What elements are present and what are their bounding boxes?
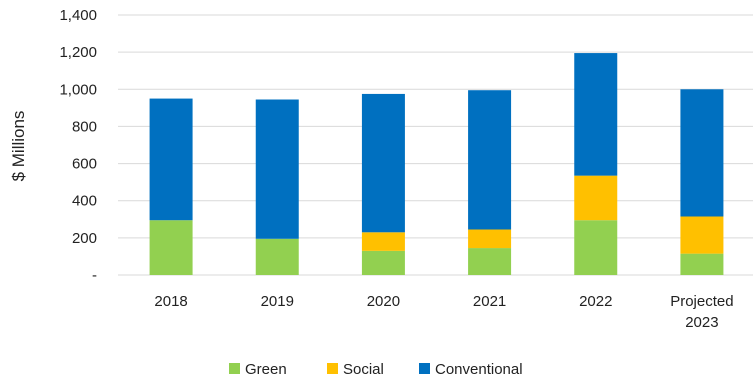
bars [149, 53, 724, 275]
bar-green-3 [468, 248, 512, 275]
y-tick-label: 400 [72, 193, 97, 210]
x-axis-ticks: 2018 2019 2020 2021 2022 Projected 2023 [154, 293, 733, 331]
x-tick-label: 2020 [367, 293, 400, 310]
legend-label-social: Social [343, 361, 384, 378]
bar-conventional-5 [680, 89, 724, 217]
gridlines [118, 14, 753, 276]
legend: Green Social Conventional [229, 361, 523, 378]
bar-green-0 [149, 220, 193, 275]
x-tick-label: 2019 [261, 293, 294, 310]
legend-swatch-social [327, 363, 338, 374]
y-axis-ticks: - 200 400 600 800 1,000 1,200 1,400 [59, 7, 97, 284]
y-axis-label: $ Millions [9, 111, 28, 182]
bar-conventional-1 [255, 99, 299, 239]
y-tick-label: 1,200 [59, 44, 97, 61]
bar-conventional-2 [361, 93, 405, 233]
x-tick-label: Projected 2023 [670, 293, 733, 331]
bar-green-5 [680, 253, 724, 275]
bar-social-4 [574, 175, 618, 221]
x-tick-label: 2021 [473, 293, 506, 310]
y-tick-label: 800 [72, 118, 97, 135]
legend-label-conventional: Conventional [435, 361, 523, 378]
x-tick-label: 2022 [579, 293, 612, 310]
bar-conventional-4 [574, 53, 618, 176]
bar-green-4 [574, 220, 618, 275]
legend-swatch-conventional [419, 363, 430, 374]
legend-label-green: Green [245, 361, 287, 378]
y-tick-label: 200 [72, 230, 97, 247]
legend-swatch-green [229, 363, 240, 374]
y-tick-label: - [92, 267, 97, 284]
x-tick-label: 2018 [154, 293, 187, 310]
bar-green-1 [255, 238, 299, 275]
bar-social-5 [680, 216, 724, 254]
bar-social-2 [361, 232, 405, 251]
bar-conventional-3 [468, 90, 512, 230]
y-tick-label: 600 [72, 156, 97, 173]
y-tick-label: 1,400 [59, 7, 97, 24]
y-tick-label: 1,000 [59, 81, 97, 98]
bar-conventional-0 [149, 98, 193, 221]
bar-social-3 [468, 229, 512, 249]
bar-green-2 [361, 250, 405, 275]
